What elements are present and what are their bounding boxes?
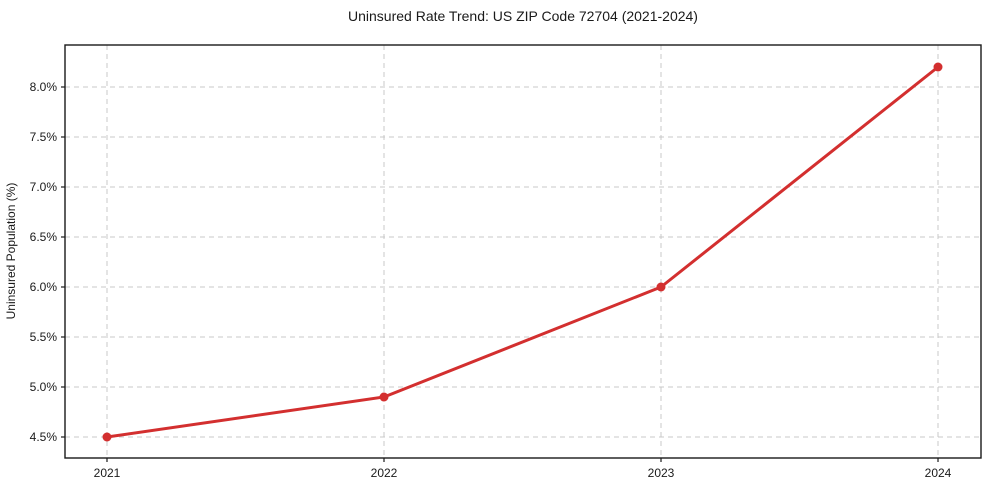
data-point-2021 [102, 432, 112, 442]
trend-line [105, 65, 940, 439]
y-tick-label: 7.5% [30, 130, 58, 144]
data-point-2023 [656, 282, 666, 292]
y-tick-label: 5.5% [30, 330, 58, 344]
y-tick-label: 4.5% [30, 430, 58, 444]
y-axis-label: Uninsured Population (%) [4, 183, 18, 320]
y-tick-label: 6.0% [30, 280, 58, 294]
chart-title: Uninsured Rate Trend: US ZIP Code 72704 … [348, 8, 698, 24]
data-point-2022 [379, 392, 389, 402]
line-series [102, 62, 943, 442]
data-point-2024 [933, 62, 943, 72]
plot-frame [64, 44, 982, 459]
y-tick-label: 8.0% [30, 80, 58, 94]
grid-lines [65, 45, 981, 458]
x-tick-label: 2021 [94, 466, 121, 480]
x-tick-label: 2023 [648, 466, 675, 480]
plot-border [64, 44, 982, 459]
x-tick-label: 2024 [925, 466, 952, 480]
y-tick-label: 5.0% [30, 380, 58, 394]
y-tick-label: 7.0% [30, 180, 58, 194]
y-tick-label: 6.5% [30, 230, 58, 244]
axis-ticks: 4.5% 5.0% 5.5% 6.0% 6.5% 7.0% 7.5% 8.0% 2021 2022… [30, 80, 952, 480]
x-tick-label: 2022 [371, 466, 398, 480]
